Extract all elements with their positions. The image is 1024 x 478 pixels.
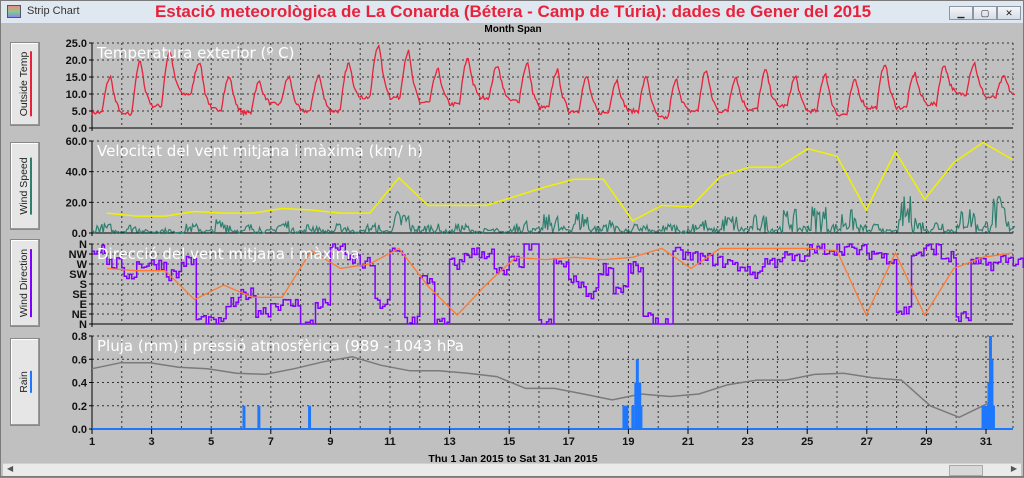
y-tick-label: 10.0 — [66, 89, 87, 101]
rain-bar — [308, 405, 312, 429]
x-tick-label: 5 — [208, 436, 214, 448]
y-tick-label: 15.0 — [66, 72, 87, 84]
wind-direction-line — [92, 243, 1024, 325]
temperature-line — [91, 44, 1016, 120]
y-tick-label: 0.4 — [72, 378, 88, 390]
minimize-button[interactable]: ▁ — [949, 6, 973, 20]
x-tick-label: 29 — [920, 436, 932, 448]
x-tick-label: 1 — [89, 436, 95, 448]
rain-bar — [631, 405, 635, 429]
y-tick-label: 0.0 — [72, 123, 87, 135]
rain-bar — [990, 359, 994, 429]
chart-title: Estació meteorològica de La Conarda (Bét… — [154, 2, 872, 21]
scroll-left-icon[interactable]: ◀ — [7, 464, 14, 473]
panel-1: 0.0 5.0 10.0 15.0 20.0 25.0 Temperatura exteri… — [66, 38, 1016, 135]
rain-bar — [257, 405, 261, 429]
panel-title: Pluja (mm) i pressió atmosfèrica (989 - … — [97, 337, 464, 355]
x-tick-label: 25 — [801, 436, 813, 448]
y-tick-label: NE — [72, 309, 87, 321]
app-icon — [7, 5, 21, 18]
panel-2: 0.0 20.0 40.0 60.0 Velocitat del vent mitjan… — [66, 136, 1016, 240]
span-label: Month Span — [484, 24, 542, 35]
rain-bar — [242, 405, 246, 429]
scroll-right-icon[interactable]: ▶ — [1010, 464, 1017, 473]
scroll-thumb[interactable] — [949, 465, 983, 476]
wind-avg-line — [91, 196, 1016, 235]
x-tick-label: 15 — [503, 436, 515, 448]
app-name: Strip Chart — [27, 5, 80, 17]
maximize-button[interactable]: ▢ — [973, 6, 997, 20]
y-tick-label: NW — [69, 249, 88, 261]
x-tick-label: 23 — [741, 436, 753, 448]
x-tick-label: 19 — [622, 436, 634, 448]
x-tick-label: 21 — [682, 436, 694, 448]
y-tick-label: 25.0 — [66, 38, 87, 50]
title-bar: Strip Chart Estació meteorològica de La … — [1, 1, 1023, 23]
sidebar-button-wind-direction[interactable]: Wind Direction — [10, 239, 40, 327]
y-tick-label: SE — [72, 289, 87, 301]
rain-bar — [625, 405, 629, 429]
y-tick-label: 5.0 — [72, 106, 87, 118]
y-tick-label: 0.0 — [72, 424, 87, 436]
rain-bar — [981, 405, 985, 429]
pressure-line — [91, 356, 989, 419]
close-button[interactable]: ✕ — [997, 6, 1021, 20]
y-tick-label: S — [80, 279, 87, 291]
rain-bar — [635, 359, 639, 429]
rain-bar — [984, 405, 988, 429]
y-tick-label: N — [79, 239, 87, 251]
y-tick-label: SW — [69, 269, 87, 281]
x-tick-label: 27 — [861, 436, 873, 448]
y-tick-label: N — [79, 319, 87, 331]
y-tick-label: 20.0 — [66, 55, 87, 67]
sidebar-button-outside-temp[interactable]: Outside Temp — [10, 42, 40, 126]
y-tick-label: 20.0 — [66, 197, 87, 209]
rain-bar — [639, 405, 643, 429]
panel-title: Temperatura exterior (º C) — [96, 44, 295, 62]
x-tick-label: 11 — [384, 436, 396, 448]
rain-bar — [991, 405, 995, 429]
x-tick-label: 13 — [443, 436, 455, 448]
panel-4: 0.00.20.40.60.81 3 5 7 9 11 13 15 17 19 21 23 25 27 29… — [72, 331, 1014, 448]
y-tick-label: 0.6 — [72, 354, 87, 366]
x-tick-label: 17 — [563, 436, 575, 448]
y-tick-label: 0.2 — [72, 401, 87, 413]
panel-title: Direcció del vent mitjana i màxima — [97, 245, 359, 263]
x-tick-label: 9 — [327, 436, 333, 448]
y-tick-label: E — [80, 299, 87, 311]
y-tick-label: 40.0 — [66, 167, 87, 179]
avg-direction-line — [106, 247, 1013, 317]
y-tick-label: 60.0 — [66, 136, 87, 148]
sidebar-button-rain[interactable]: Rain — [10, 338, 40, 426]
sidebar-button-wind-speed[interactable]: Wind Speed — [10, 142, 40, 230]
x-tick-label: 3 — [149, 436, 155, 448]
wind-max-line — [106, 141, 1013, 222]
y-tick-label: W — [77, 259, 88, 271]
date-range: Thu 1 Jan 2015 to Sat 31 Jan 2015 — [428, 453, 598, 465]
panel-title: Velocitat del vent mitjana i màxima (km/… — [97, 142, 423, 160]
x-tick-label: 7 — [268, 436, 274, 448]
x-tick-label: 31 — [980, 436, 992, 448]
horizontal-scrollbar[interactable]: ◀ ▶ — [3, 463, 1021, 476]
y-tick-label: 0.8 — [72, 331, 87, 343]
y-tick-label: 0.0 — [72, 228, 87, 240]
